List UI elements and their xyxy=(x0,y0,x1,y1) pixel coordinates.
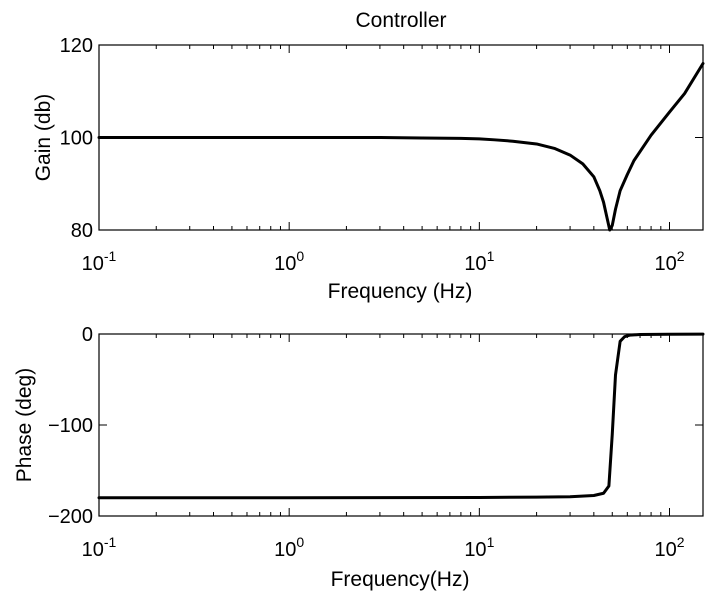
x-tick-exponent: -1 xyxy=(104,534,117,550)
gain-curve xyxy=(97,62,705,232)
gain-subplot: 10-1 100 101 10280100120ControllerFrequency… xyxy=(32,9,705,303)
y-axis-label: Gain (db) xyxy=(32,94,55,182)
y-tick-label: −100 xyxy=(48,415,93,437)
x-axis-label: Frequency(Hz) xyxy=(331,568,470,591)
x-tick-label: 101 xyxy=(464,534,494,561)
x-tick-exponent: 1 xyxy=(487,248,495,264)
x-tick-exponent: -1 xyxy=(104,248,117,264)
x-tick-base: 10 xyxy=(82,539,104,561)
x-tick-label: 102 xyxy=(654,248,684,275)
phase-curve xyxy=(97,332,705,500)
x-tick-label: 10-1 xyxy=(82,248,117,275)
y-tick-label: 0 xyxy=(82,324,93,346)
x-tick-exponent: 0 xyxy=(296,534,304,550)
x-tick-base: 10 xyxy=(82,253,104,275)
x-axis-label: Frequency (Hz) xyxy=(328,280,473,303)
x-tick-label: 100 xyxy=(274,534,304,561)
x-tick-label: 10-1 xyxy=(82,534,117,561)
chart-title: Controller xyxy=(355,9,446,32)
x-tick-exponent: 2 xyxy=(677,534,685,550)
x-tick-base: 10 xyxy=(654,253,676,275)
x-tick-base: 10 xyxy=(274,539,296,561)
x-tick-base: 10 xyxy=(274,253,296,275)
x-tick-label: 100 xyxy=(274,248,304,275)
x-tick-base: 10 xyxy=(654,539,676,561)
y-tick-label: 80 xyxy=(71,220,93,242)
y-tick-label: 100 xyxy=(60,128,93,150)
y-tick-label: −200 xyxy=(48,506,93,528)
x-tick-exponent: 1 xyxy=(487,534,495,550)
y-axis-label: Phase (deg) xyxy=(13,368,36,482)
x-tick-base: 10 xyxy=(464,253,486,275)
y-tick-label: 120 xyxy=(60,35,93,57)
phase-subplot: 10-1 100 101 102−200−1000Frequency(Hz)Phase… xyxy=(13,324,705,591)
x-tick-label: 101 xyxy=(464,248,494,275)
x-tick-exponent: 0 xyxy=(296,248,304,264)
x-tick-base: 10 xyxy=(464,539,486,561)
x-tick-exponent: 2 xyxy=(677,248,685,264)
x-tick-label: 102 xyxy=(654,534,684,561)
